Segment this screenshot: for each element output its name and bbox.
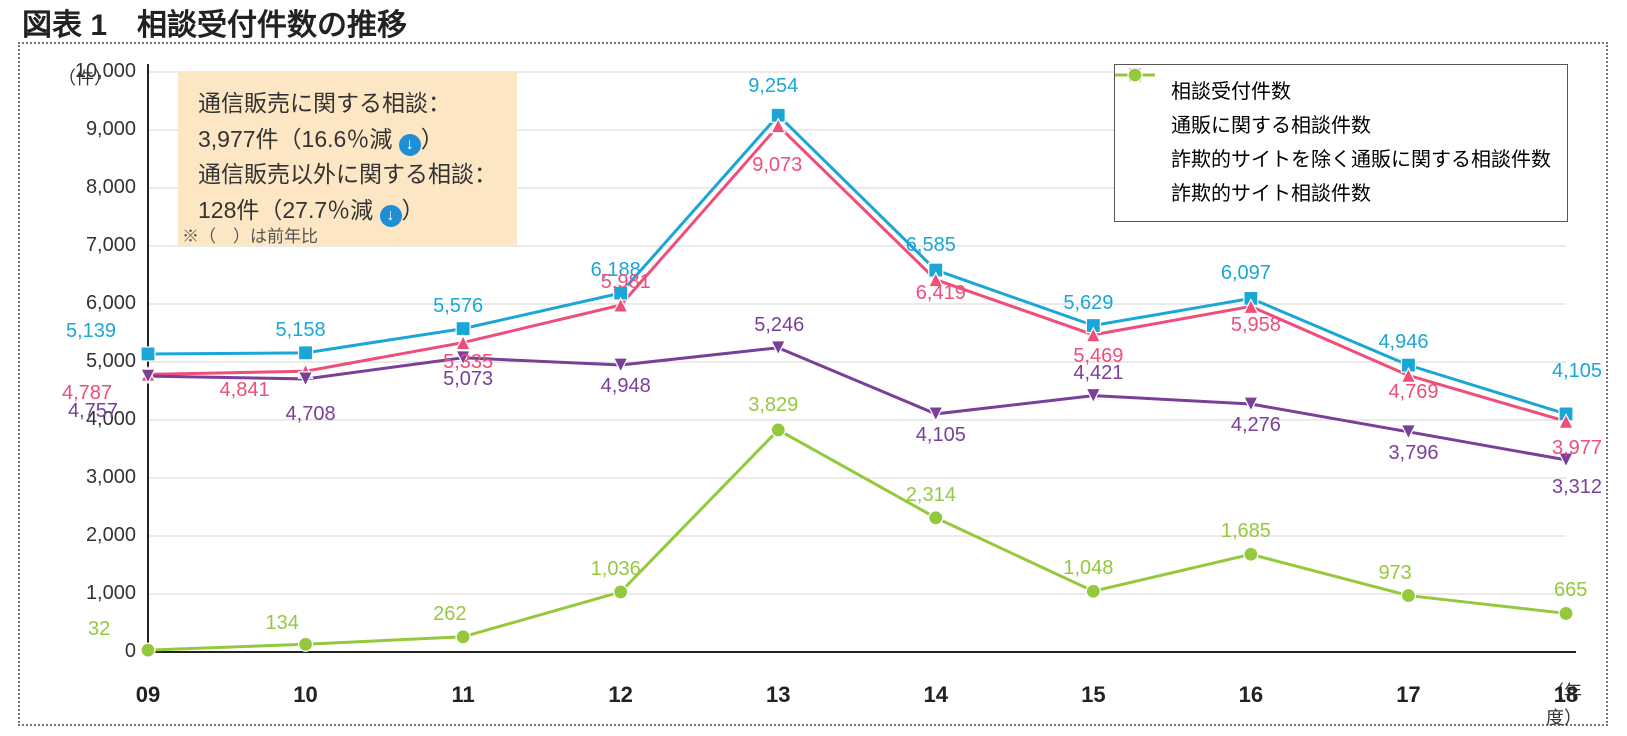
data-label: 4,946: [1378, 331, 1428, 354]
x-tick-label: 14: [906, 682, 966, 708]
data-label: 32: [88, 618, 110, 641]
y-tick-label: 1,000: [56, 582, 136, 605]
data-label: 4,757: [68, 400, 118, 423]
data-label: 5,158: [276, 319, 326, 342]
data-label: 4,276: [1231, 414, 1281, 437]
legend-label: 通販に関する相談件数: [1171, 109, 1371, 143]
y-tick-label: 8,000: [56, 176, 136, 199]
data-label: 5,246: [754, 314, 804, 337]
x-tick-label: 11: [433, 682, 493, 708]
legend-label: 詐欺的サイトを除く通販に関する相談件数: [1171, 143, 1551, 177]
x-tick-label: 10: [276, 682, 336, 708]
data-label: 3,977: [1552, 437, 1602, 460]
data-label: 973: [1378, 562, 1411, 585]
y-tick-label: 9,000: [56, 118, 136, 141]
x-tick-label: 15: [1063, 682, 1123, 708]
legend-label: 相談受付件数: [1171, 75, 1291, 109]
callout-line: 3,977件（16.6％減 ↓）: [198, 122, 497, 158]
callout-line: 通信販売以外に関する相談：: [198, 157, 497, 193]
data-label: 4,769: [1388, 381, 1438, 404]
legend-item: 詐欺的サイトを除く通販に関する相談件数: [1127, 143, 1551, 177]
data-label: 6,097: [1221, 262, 1271, 285]
x-tick-label: 18: [1536, 682, 1596, 708]
x-tick-label: 09: [118, 682, 178, 708]
data-label: 6,585: [906, 234, 956, 257]
y-tick-label: 7,000: [56, 234, 136, 257]
callout-note: ※（ ）は前年比: [182, 222, 318, 247]
y-tick-label: 0: [56, 640, 136, 663]
data-label: 665: [1554, 579, 1587, 602]
data-label: 9,254: [748, 75, 798, 98]
y-tick-label: 2,000: [56, 524, 136, 547]
chart-container: 図表 1 相談受付件数の推移 通信販売に関する相談：3,977件（16.6％減 …: [0, 0, 1627, 736]
data-label: 4,105: [916, 424, 966, 447]
data-label: 4,105: [1552, 360, 1602, 383]
data-label: 5,958: [1231, 314, 1281, 337]
data-label: 4,948: [601, 375, 651, 398]
down-arrow-icon: ↓: [399, 134, 421, 156]
data-label: 4,841: [220, 379, 270, 402]
down-arrow-icon: ↓: [380, 205, 402, 227]
data-label: 134: [266, 612, 299, 635]
legend-item: 通販に関する相談件数: [1127, 109, 1551, 143]
data-label: 9,073: [752, 154, 802, 177]
data-label: 5,576: [433, 295, 483, 318]
data-label: 1,036: [591, 558, 641, 581]
y-tick-label: 3,000: [56, 466, 136, 489]
data-label: 5,981: [601, 271, 651, 294]
callout-box: 通信販売に関する相談：3,977件（16.6％減 ↓）通信販売以外に関する相談：…: [178, 72, 517, 245]
data-label: 5,073: [443, 368, 493, 391]
y-tick-label: 6,000: [56, 292, 136, 315]
data-label: 2,314: [906, 484, 956, 507]
chart-title: 図表 1 相談受付件数の推移: [22, 0, 407, 44]
y-tick-label: 5,000: [56, 350, 136, 373]
chart-plot: 通信販売に関する相談：3,977件（16.6％減 ↓）通信販売以外に関する相談：…: [18, 42, 1608, 726]
legend-item: 詐欺的サイト相談件数: [1127, 177, 1551, 211]
legend: 相談受付件数通販に関する相談件数詐欺的サイトを除く通販に関する相談件数詐欺的サイ…: [1114, 64, 1568, 222]
data-label: 3,312: [1552, 476, 1602, 499]
callout-line: 通信販売に関する相談：: [198, 86, 497, 122]
data-label: 262: [433, 603, 466, 626]
data-label: 6,419: [916, 282, 966, 305]
y-tick-label: 10,000: [56, 60, 136, 83]
x-tick-label: 16: [1221, 682, 1281, 708]
data-label: 4,708: [286, 403, 336, 426]
data-label: 4,421: [1073, 362, 1123, 385]
data-label: 3,829: [748, 394, 798, 417]
legend-label: 詐欺的サイト相談件数: [1171, 177, 1371, 211]
x-tick-label: 13: [748, 682, 808, 708]
data-label: 1,048: [1063, 557, 1113, 580]
data-label: 1,685: [1221, 520, 1271, 543]
x-tick-label: 12: [591, 682, 651, 708]
legend-item: 相談受付件数: [1127, 75, 1551, 109]
data-label: 5,629: [1063, 292, 1113, 315]
data-label: 5,139: [66, 320, 116, 343]
data-label: 3,796: [1388, 442, 1438, 465]
x-tick-label: 17: [1378, 682, 1438, 708]
